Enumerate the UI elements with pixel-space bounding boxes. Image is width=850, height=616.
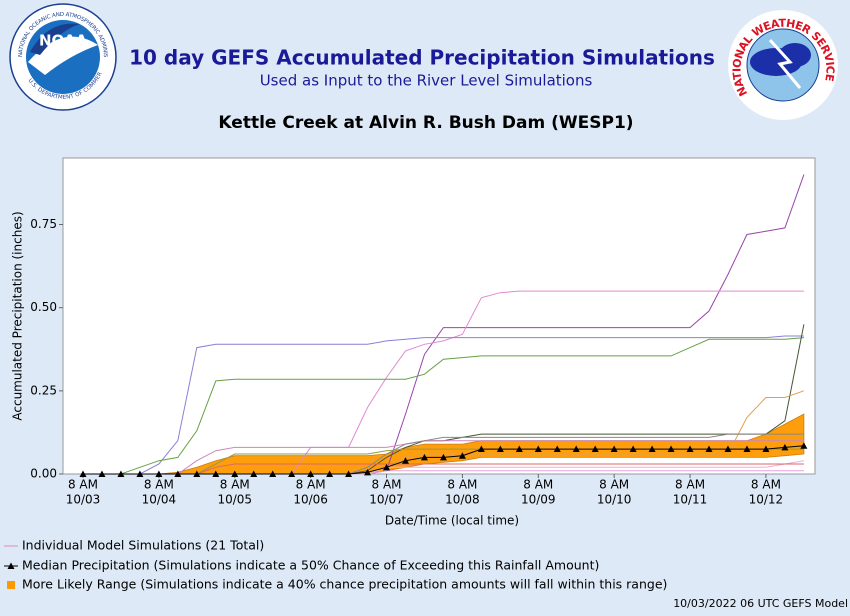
median-marker xyxy=(155,470,163,477)
x-tick-label: 8 AM xyxy=(751,478,781,492)
median-marker xyxy=(345,470,353,477)
median-marker xyxy=(307,470,315,477)
median-marker xyxy=(439,453,447,461)
median-marker xyxy=(212,470,220,477)
chart-title: Kettle Creek at Alvin R. Bush Dam (WESP1… xyxy=(218,113,633,133)
median-marker xyxy=(136,470,144,477)
simulation-line xyxy=(83,463,804,475)
median-marker xyxy=(572,445,580,453)
median-marker xyxy=(250,470,258,477)
x-tick-date: 10/12 xyxy=(749,493,784,507)
x-tick-date: 10/10 xyxy=(597,493,632,507)
median-marker xyxy=(383,463,391,471)
x-tick-label: 8 AM xyxy=(447,478,477,492)
median-marker xyxy=(98,470,106,477)
median-marker xyxy=(401,457,409,464)
x-tick-label: 8 AM xyxy=(144,478,174,492)
x-tick-label: 8 AM xyxy=(599,478,629,492)
x-axis-label: Date/Time (local time) xyxy=(385,514,519,528)
median-marker xyxy=(781,443,789,451)
median-marker xyxy=(705,445,713,453)
median-marker xyxy=(800,442,808,449)
median-marker xyxy=(193,470,201,477)
simulation-line xyxy=(83,335,804,475)
legend-label: Individual Model Simulations (21 Total) xyxy=(22,538,264,553)
x-tick-label: 8 AM xyxy=(296,478,326,492)
nws-logo: NATIONAL WEATHER SERVICE xyxy=(728,10,838,120)
simulation-line xyxy=(83,440,804,475)
median-marker xyxy=(743,445,751,453)
median-marker xyxy=(288,470,296,477)
median-marker xyxy=(420,453,428,461)
median-marker xyxy=(667,445,675,453)
y-tick-label: 0.00 xyxy=(30,467,57,481)
median-marker xyxy=(326,470,334,477)
noaa-text: NOAA xyxy=(39,32,88,50)
median-marker xyxy=(231,470,239,477)
x-tick-label: 8 AM xyxy=(220,478,250,492)
x-tick-date: 10/08 xyxy=(445,493,480,507)
x-tick-date: 10/09 xyxy=(521,493,556,507)
median-marker xyxy=(534,445,542,453)
x-tick-label: 8 AM xyxy=(675,478,705,492)
noaa-logo: NOAA NATIONAL OCEANIC AND ATMOSPHERIC AD… xyxy=(0,0,117,111)
x-tick-date: 10/03 xyxy=(66,493,101,507)
median-marker xyxy=(458,452,466,459)
legend-label: Median Precipitation (Simulations indica… xyxy=(22,558,599,573)
x-tick-label: 8 AM xyxy=(68,478,98,492)
plot-area xyxy=(62,157,816,475)
x-tick-label: 8 AM xyxy=(523,478,553,492)
median-marker xyxy=(269,470,277,477)
footer: 10/03/2022 06 UTC GEFS Model xyxy=(673,597,848,610)
x-tick-label: 8 AM xyxy=(372,478,402,492)
median-marker xyxy=(79,470,87,477)
legend-marker xyxy=(7,562,15,569)
x-tick-date: 10/06 xyxy=(293,493,328,507)
median-marker xyxy=(364,468,372,476)
median-marker xyxy=(629,445,637,453)
simulation-line xyxy=(83,337,804,475)
y-tick-label: 0.75 xyxy=(30,217,57,231)
x-tick-date: 10/11 xyxy=(673,493,708,507)
legend-label: More Likely Range (Simulations indicate … xyxy=(22,577,667,592)
median-marker xyxy=(477,445,485,453)
median-marker xyxy=(515,445,523,453)
median-marker xyxy=(174,470,182,477)
median-marker xyxy=(610,445,618,453)
median-marker xyxy=(553,445,561,453)
x-tick-date: 10/07 xyxy=(369,493,404,507)
median-marker xyxy=(591,445,599,453)
median-marker xyxy=(117,470,125,477)
legend-swatch xyxy=(7,581,15,589)
x-tick-date: 10/04 xyxy=(142,493,177,507)
median-marker xyxy=(648,445,656,453)
median-marker xyxy=(762,445,770,453)
title: 10 day GEFS Accumulated Precipitation Si… xyxy=(129,46,715,70)
y-axis-label: Accumulated Precipitation (inches) xyxy=(11,211,25,420)
y-tick-label: 0.50 xyxy=(30,300,57,314)
median-marker xyxy=(686,445,694,453)
y-tick-label: 0.25 xyxy=(30,383,57,397)
x-tick-date: 10/05 xyxy=(217,493,252,507)
median-marker xyxy=(724,445,732,453)
median-marker xyxy=(496,445,504,453)
subtitle: Used as Input to the River Level Simulat… xyxy=(260,72,593,90)
